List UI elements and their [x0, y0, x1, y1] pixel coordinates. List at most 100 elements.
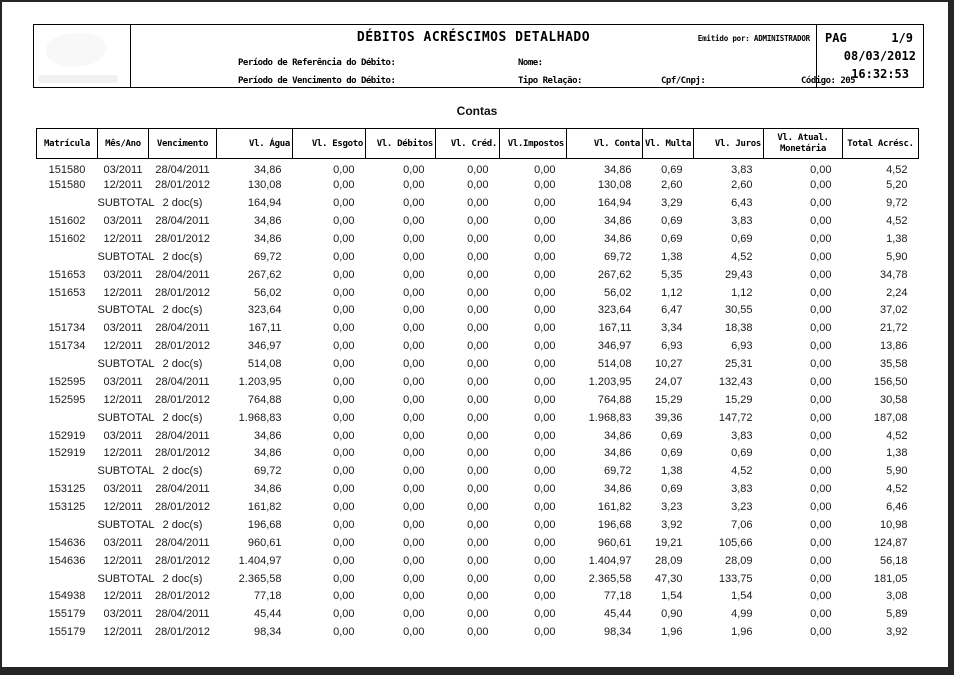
table-cell: 34,86: [603, 163, 632, 176]
table-cell: 0,00: [403, 590, 425, 603]
table-cell: 0,00: [810, 322, 832, 335]
table-cell: 0,00: [333, 358, 355, 371]
table-cell: 514,08: [597, 358, 632, 371]
table-cell: 0,00: [403, 250, 425, 263]
table-cell: 1,38: [661, 250, 683, 263]
table-cell: 346,97: [597, 340, 632, 353]
logo-watermark-icon: [46, 33, 106, 67]
table-cell: 28/04/2011: [155, 429, 210, 442]
table-cell: 0,00: [467, 197, 489, 210]
table-cell: 196,68: [247, 518, 282, 531]
table-cell: 4,52: [886, 483, 908, 496]
table-cell: 0,00: [467, 393, 489, 406]
table-cell: 12/2011: [103, 554, 143, 567]
table-cell: 0,00: [333, 447, 355, 460]
table-cell: 0,00: [467, 465, 489, 478]
table-cell: [37, 248, 98, 266]
table-cell: 0,00: [333, 322, 355, 335]
filter-cpf-cnpj: Cpf/Cnpj:: [661, 76, 706, 86]
page-info-box: PAG 1/9 08/03/2012 16:32:53: [816, 25, 923, 87]
table-cell: 0,00: [333, 163, 355, 176]
table-cell: 28/04/2011: [155, 483, 210, 496]
table-cell: 0,00: [810, 268, 832, 281]
table-cell: 0,00: [810, 554, 832, 567]
table-cell: 0,00: [333, 501, 355, 514]
table-cell: 0,00: [403, 483, 425, 496]
table-cell: 0,69: [661, 232, 683, 245]
subtotal-row: SUBTOTAL 2 doc(s) 323,64 0,00 0,00 0,00 0,00 32…: [37, 302, 919, 320]
subtotal-row: SUBTOTAL 2 doc(s) 164,94 0,00 0,00 0,00 0,00 16…: [37, 194, 919, 212]
table-cell: 39,36: [654, 411, 683, 424]
table-cell: 0,00: [467, 322, 489, 335]
table-cell: 2 doc(s): [162, 572, 203, 585]
subtotal-row: SUBTOTAL 2 doc(s) 1.968,83 0,00 0,00 0,00 0,00…: [37, 409, 919, 427]
table-cell: [37, 570, 98, 588]
table-cell: 69,72: [253, 465, 282, 478]
col-header-vencimento: Vencimento: [148, 128, 217, 159]
col-header-total-acresc: Total Acrésc.: [842, 128, 919, 159]
table-cell: 1,54: [661, 590, 683, 603]
table-cell: 0,00: [403, 340, 425, 353]
table-cell: 15,29: [654, 393, 683, 406]
table-row: 151602 03/2011 28/04/2011 34,86 0,00 0,00 0,00…: [37, 212, 919, 230]
table-cell: 4,52: [731, 465, 753, 478]
table-cell: 167,11: [598, 322, 632, 335]
table-cell: 34,86: [253, 429, 282, 442]
table-cell: 2,60: [661, 179, 683, 192]
table-cell: 2.365,58: [238, 572, 282, 585]
contas-table: Matrícula Mês/Ano Vencimento Vl. Água Vl…: [36, 128, 919, 641]
table-cell: 28/01/2012: [154, 179, 211, 192]
table-cell: 34,78: [879, 268, 908, 281]
table-cell: 167,11: [248, 322, 282, 335]
table-cell: 0,00: [403, 304, 425, 317]
table-cell: 5,90: [886, 465, 908, 478]
header-center: DÉBITOS ACRÉSCIMOS DETALHADO Emitido por…: [131, 25, 856, 87]
table-cell: 0,00: [534, 518, 556, 531]
table-row: 155179 12/2011 28/01/2012 98,34 0,00 0,00 0,00…: [37, 623, 919, 641]
table-cell: 164,94: [247, 197, 282, 210]
table-cell: 0,69: [661, 447, 683, 460]
table-cell: 0,00: [467, 536, 489, 549]
table-cell: 0,00: [534, 322, 556, 335]
table-cell: 0,00: [810, 465, 832, 478]
table-cell: 4,99: [731, 608, 753, 621]
table-cell: 12/2011: [103, 340, 143, 353]
table-cell: 0,00: [534, 465, 556, 478]
table-cell: 4,52: [731, 250, 753, 263]
table-cell: 0,00: [534, 179, 556, 192]
table-row: 151580 12/2011 28/01/2012 130,08 0,00 0,00 0,0…: [37, 176, 919, 194]
table-cell: 1,96: [661, 626, 683, 639]
table-cell: 3,08: [886, 590, 908, 603]
table-cell: 0,00: [333, 304, 355, 317]
table-cell: 03/2011: [103, 215, 143, 228]
table-cell: SUBTOTAL: [97, 572, 155, 585]
col-header-vl-juros: Vl. Juros: [693, 128, 764, 159]
table-cell: 0,00: [810, 501, 832, 514]
table-cell: 6,46: [886, 501, 908, 514]
table-cell: 0,00: [810, 608, 832, 621]
table-cell: 161,82: [247, 501, 282, 514]
table-cell: 0,00: [467, 411, 489, 424]
table-cell: 12/2011: [103, 501, 143, 514]
table-cell: 267,62: [597, 268, 632, 281]
table-cell: 132,43: [718, 375, 753, 388]
table-cell: 105,66: [718, 536, 753, 549]
table-cell: 21,72: [879, 322, 908, 335]
table-row: 151653 12/2011 28/01/2012 56,02 0,00 0,00 0,00…: [37, 284, 919, 302]
table-cell: 0,00: [534, 215, 556, 228]
col-header-vl-multa: Vl. Multa: [642, 128, 694, 159]
table-cell: 152595: [48, 393, 86, 406]
page-number: PAG 1/9: [825, 31, 913, 45]
table-cell: 0,00: [467, 572, 489, 585]
table-cell: 34,86: [603, 447, 632, 460]
table-cell: 4,52: [886, 429, 908, 442]
table-cell: 03/2011: [103, 268, 143, 281]
table-cell: 2,60: [731, 179, 753, 192]
table-cell: 0,00: [810, 447, 832, 460]
table-cell: 1,96: [731, 626, 753, 639]
table-cell: 1,12: [661, 286, 683, 299]
table-cell: 0,00: [403, 447, 425, 460]
table-cell: 0,00: [534, 197, 556, 210]
table-cell: 0,00: [333, 232, 355, 245]
filter-codigo: Código: 205: [801, 76, 856, 86]
